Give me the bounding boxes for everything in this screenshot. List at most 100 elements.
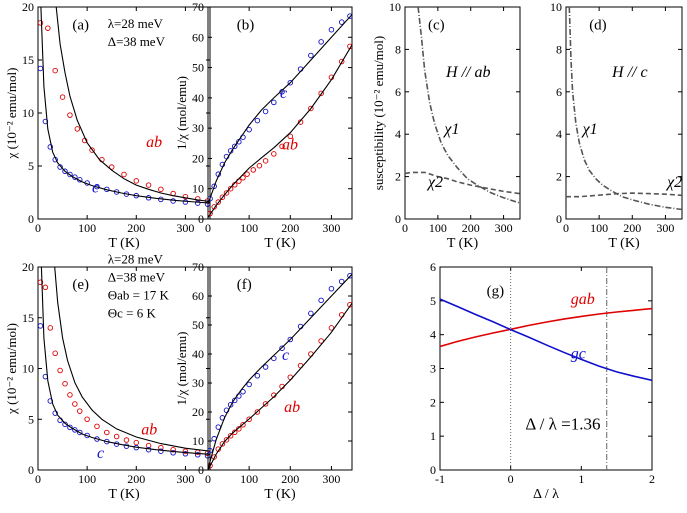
series-g_ab-line (440, 307, 652, 348)
data-point (256, 162, 263, 169)
panel-label: (b) (237, 18, 255, 34)
data-point (318, 90, 324, 97)
series-label: χ2 (665, 174, 682, 191)
data-point (182, 199, 189, 205)
data-point (231, 143, 238, 150)
panel-c: 0 100 200 300 0 2 4 6 8 10 T (K) susceptibility (10… (371, 0, 521, 251)
y-tick-label: 10 (192, 434, 204, 448)
data-point (347, 272, 352, 279)
data-point (244, 171, 250, 177)
data-point (42, 118, 49, 125)
series-χ2-line (566, 192, 682, 198)
data-point (182, 451, 189, 457)
data-point (145, 446, 152, 453)
data-point (38, 279, 44, 285)
series-label: c (92, 180, 99, 197)
parameter-text: Δ=38 meV (108, 34, 166, 49)
y-axis-label: 1/χ (mol/emu) (174, 331, 189, 405)
data-point (182, 448, 189, 454)
x-tick-label: 300 (176, 472, 194, 486)
y-tick-label: 2 (395, 170, 401, 184)
series-g_c-line (440, 298, 652, 382)
data-point (328, 325, 335, 331)
data-point (211, 454, 217, 460)
data-point (328, 286, 335, 292)
data-point (308, 52, 314, 59)
data-point (338, 19, 345, 25)
x-tick-label: 200 (127, 221, 145, 235)
field-direction-label: H // c (611, 64, 648, 81)
data-point (77, 408, 83, 414)
data-point (158, 186, 164, 193)
data-point (170, 198, 176, 204)
x-tick-label: 100 (590, 221, 608, 235)
series-label: ab (141, 421, 157, 438)
data-point (72, 401, 78, 407)
parameter-text: Θab = 17 K (108, 287, 170, 302)
x-tick-label: 0 (35, 221, 41, 235)
plot-area (405, 7, 520, 204)
data-point (231, 429, 238, 436)
data-point (57, 367, 63, 374)
data-point (227, 433, 234, 439)
y-tick-label: 0 (430, 463, 436, 477)
y-tick-label: 6 (430, 260, 436, 274)
data-point (338, 278, 345, 285)
series-ab-markers (208, 43, 352, 217)
data-point (287, 133, 294, 140)
x-tick-label: 100 (240, 221, 258, 235)
x-tick-label: 200 (623, 221, 641, 235)
x-tick-label: 0 (35, 472, 41, 486)
data-point (52, 350, 58, 357)
y-tick-label: 10 (22, 106, 34, 120)
series-ab-markers (38, 279, 210, 457)
data-point (318, 297, 324, 304)
data-point (308, 105, 314, 112)
x-tick-label: 0 (205, 221, 211, 235)
y-tick-label: 70 (192, 0, 204, 14)
plot-area (38, 7, 210, 207)
data-point (208, 210, 213, 217)
y-tick-label: 0 (395, 212, 401, 226)
data-point (104, 429, 110, 436)
series-c-fit-line (208, 273, 352, 469)
data-point (74, 126, 81, 132)
y-tick-label: 10 (22, 362, 34, 376)
x-axis-label: T (K) (264, 236, 296, 251)
x-axis-label: T (K) (108, 236, 140, 251)
data-point (240, 388, 246, 395)
y-tick-label: 50 (192, 318, 204, 332)
y-tick-label: 15 (22, 311, 34, 325)
data-point (208, 447, 213, 454)
data-point (250, 167, 257, 173)
panel-label: (a) (72, 18, 89, 34)
x-tick-label: 300 (322, 472, 340, 486)
series-label: ab (282, 136, 298, 153)
y-tick-label: 4 (395, 127, 401, 141)
x-axis-label: T (K) (264, 487, 296, 502)
series-ab-fit-line (208, 44, 352, 218)
y-tick-label: 5 (430, 294, 436, 308)
series-c-markers (208, 13, 352, 202)
data-point (262, 108, 269, 115)
y-axis-label: χ (10⁻² emu/mol) (4, 323, 19, 415)
y-tick-label: 5 (28, 159, 34, 173)
series-c-markers (208, 272, 352, 454)
data-point (133, 439, 140, 446)
data-point (194, 200, 201, 206)
data-point (254, 373, 261, 379)
data-point (59, 94, 66, 100)
x-tick-label: 200 (462, 221, 480, 235)
x-axis-label: T (K) (608, 236, 640, 251)
data-point (240, 175, 246, 181)
plot-frame (207, 6, 353, 220)
data-point (271, 99, 277, 106)
data-point (194, 452, 201, 458)
x-tick-label: 200 (127, 472, 145, 486)
data-point (133, 178, 140, 184)
x-tick-label: 100 (240, 472, 258, 486)
data-point (215, 199, 222, 205)
parameter-text: λ=28 meV (108, 251, 164, 266)
